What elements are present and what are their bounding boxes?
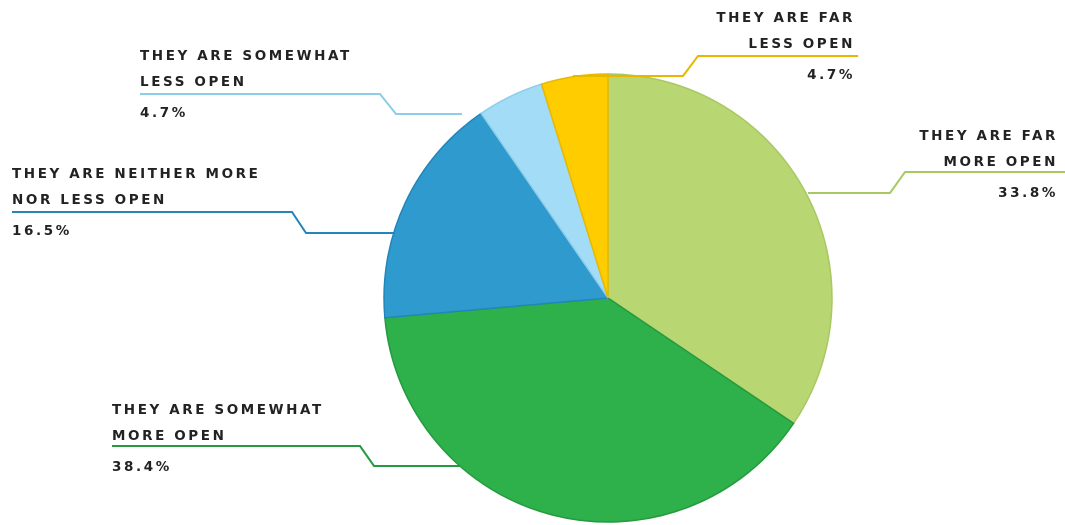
slice-value-label-4: 4.7%	[140, 105, 188, 121]
pie-slice-2	[384, 297, 795, 523]
slice-label-1-line-2: MORE OPEN	[943, 154, 1058, 170]
pie-slice-3	[383, 112, 610, 319]
slice-label-2-line-1: THEY ARE SOMEWHAT	[112, 402, 324, 418]
leader-line-2	[112, 445, 460, 467]
leader-line-4	[140, 93, 462, 115]
slice-value-label-3: 16.5%	[12, 223, 72, 239]
slice-label-5-line-1: THEY ARE FAR	[716, 10, 855, 26]
slice-label-2-line-2: MORE OPEN	[112, 428, 227, 444]
slice-label-3-line-2: NOR LESS OPEN	[12, 192, 167, 208]
slice-label-1-line-1: THEY ARE FAR	[919, 128, 1058, 144]
slice-label-5-line-2: LESS OPEN	[748, 36, 855, 52]
slice-label-4-line-2: LESS OPEN	[140, 74, 247, 90]
leader-line-3	[12, 211, 395, 234]
slice-value-label-2: 38.4%	[112, 459, 172, 475]
leader-line-1	[808, 171, 1065, 194]
slice-value-label-1: 33.8%	[998, 185, 1058, 201]
slice-value-label-5: 4.7%	[807, 67, 855, 83]
leader-line-5	[573, 55, 858, 77]
pie-slice-1	[607, 73, 833, 425]
slice-label-3-line-1: THEY ARE NEITHER MORE	[12, 166, 260, 182]
slice-label-4-line-1: THEY ARE SOMEWHAT	[140, 48, 352, 64]
